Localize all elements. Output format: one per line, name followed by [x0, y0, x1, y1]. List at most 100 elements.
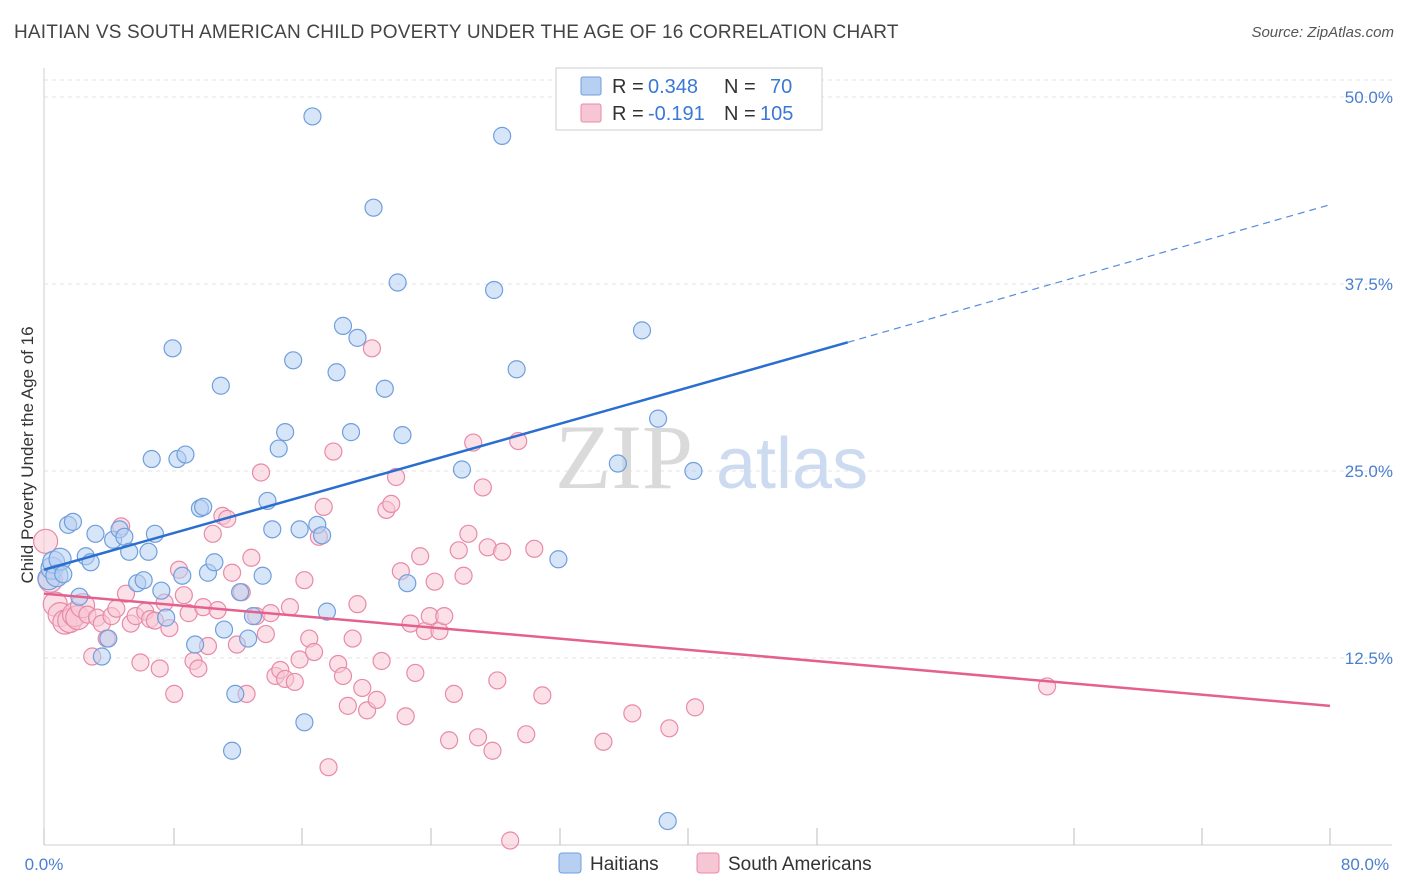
point-south-americans	[324, 442, 343, 461]
watermark-atlas: atlas	[716, 424, 868, 504]
y-tick-label-3: 50.0%	[1345, 88, 1393, 107]
point-south-americans	[165, 684, 184, 704]
point-south-americans	[468, 728, 488, 747]
point-south-americans	[280, 598, 300, 617]
point-haitians	[632, 321, 652, 340]
point-haitians	[211, 376, 230, 395]
point-haitians	[341, 423, 361, 442]
point-south-americans	[353, 678, 372, 698]
point-haitians	[684, 461, 703, 481]
point-haitians	[317, 602, 337, 621]
point-south-americans	[533, 686, 552, 705]
legend-n-label-haitians: N =	[724, 76, 756, 98]
point-haitians	[194, 497, 213, 517]
point-haitians	[388, 273, 407, 292]
trendline-haitians	[43, 341, 849, 571]
point-haitians	[348, 328, 367, 347]
point-south-americans	[116, 584, 136, 603]
y-tick-label-2: 37.5%	[1345, 275, 1393, 294]
x-tick-labels: 0.0% 80.0%	[25, 855, 1389, 874]
point-haitians	[263, 520, 282, 539]
chart-title: HAITIAN VS SOUTH AMERICAN CHILD POVERTY …	[14, 22, 899, 43]
point-south-americans	[473, 478, 492, 497]
point-south-americans	[131, 653, 150, 672]
trendlines	[43, 204, 1331, 708]
y-axis-label: Child Poverty Under the Age of 16	[18, 326, 37, 583]
point-haitians	[375, 379, 394, 398]
point-haitians	[303, 107, 322, 126]
legend-n-label-south-americans: N =	[724, 103, 756, 125]
point-haitians	[99, 629, 118, 648]
trendline-south-americans	[43, 592, 1331, 708]
point-south-americans	[33, 528, 59, 554]
point-south-americans	[449, 541, 468, 560]
point-haitians	[176, 445, 195, 464]
point-south-americans	[517, 725, 536, 744]
point-south-americans	[319, 758, 338, 777]
point-haitians	[364, 198, 383, 217]
point-haitians	[186, 635, 205, 654]
point-haitians	[86, 524, 105, 543]
point-haitians	[290, 520, 309, 539]
trendline-haitians-extrapolated	[847, 204, 1331, 343]
point-south-americans	[290, 650, 309, 669]
axes	[43, 68, 1392, 846]
point-haitians	[63, 512, 83, 531]
point-south-americans	[107, 599, 126, 618]
point-south-americans	[367, 690, 386, 709]
y-tick-label-0: 12.5%	[1345, 649, 1393, 668]
gridlines	[44, 79, 1392, 659]
point-south-americans	[406, 663, 425, 683]
point-south-americans	[493, 542, 512, 561]
point-south-americans	[386, 467, 406, 487]
point-south-americans	[150, 659, 169, 678]
point-haitians	[92, 647, 111, 666]
point-haitians	[284, 351, 303, 370]
point-south-americans	[295, 571, 314, 590]
point-south-americans	[333, 666, 353, 686]
legend-r-label-south-americans: R =	[612, 103, 644, 125]
point-south-americans	[459, 524, 478, 543]
point-haitians	[485, 280, 504, 300]
point-haitians	[253, 566, 272, 585]
point-haitians	[393, 425, 412, 445]
stats-legend: R = 0.348 N = 70 R = -0.191 N = 105	[555, 67, 823, 131]
point-south-americans	[256, 624, 275, 644]
point-haitians	[157, 608, 176, 627]
point-south-americans	[251, 463, 271, 482]
south-americans-points	[33, 339, 1057, 850]
series-legend-swatch-south-americans	[696, 852, 720, 874]
point-south-americans	[285, 672, 304, 692]
source-label: Source: ZipAtlas.com	[1251, 24, 1394, 41]
point-haitians	[205, 553, 224, 572]
point-haitians	[648, 409, 668, 428]
point-south-americans	[454, 566, 473, 585]
point-south-americans	[222, 563, 242, 582]
point-south-americans	[242, 548, 261, 567]
point-haitians	[139, 542, 158, 561]
point-haitians	[452, 460, 472, 479]
point-south-americans	[348, 595, 367, 614]
watermark: ZIP atlas	[555, 406, 868, 508]
point-haitians	[269, 439, 288, 458]
point-haitians	[327, 363, 346, 382]
point-south-americans	[189, 659, 208, 678]
point-haitians	[173, 566, 192, 585]
point-haitians	[239, 629, 258, 648]
point-south-americans	[501, 831, 520, 850]
point-south-americans	[174, 586, 193, 605]
legend-r-value-haitians: 0.348	[648, 76, 698, 98]
point-south-americans	[203, 524, 222, 543]
point-haitians	[608, 454, 627, 473]
point-south-americans	[444, 684, 464, 704]
point-haitians	[549, 550, 568, 569]
legend-swatch-haitians	[580, 76, 602, 96]
x-tick-label-min: 0.0%	[25, 855, 64, 874]
legend-r-label-haitians: R =	[612, 76, 644, 98]
y-tick-labels: 12.5% 25.0% 37.5% 50.0%	[1345, 88, 1393, 668]
point-haitians	[163, 339, 182, 358]
point-south-americans	[623, 704, 642, 723]
point-south-americans	[314, 497, 333, 517]
point-south-americans	[435, 607, 454, 626]
